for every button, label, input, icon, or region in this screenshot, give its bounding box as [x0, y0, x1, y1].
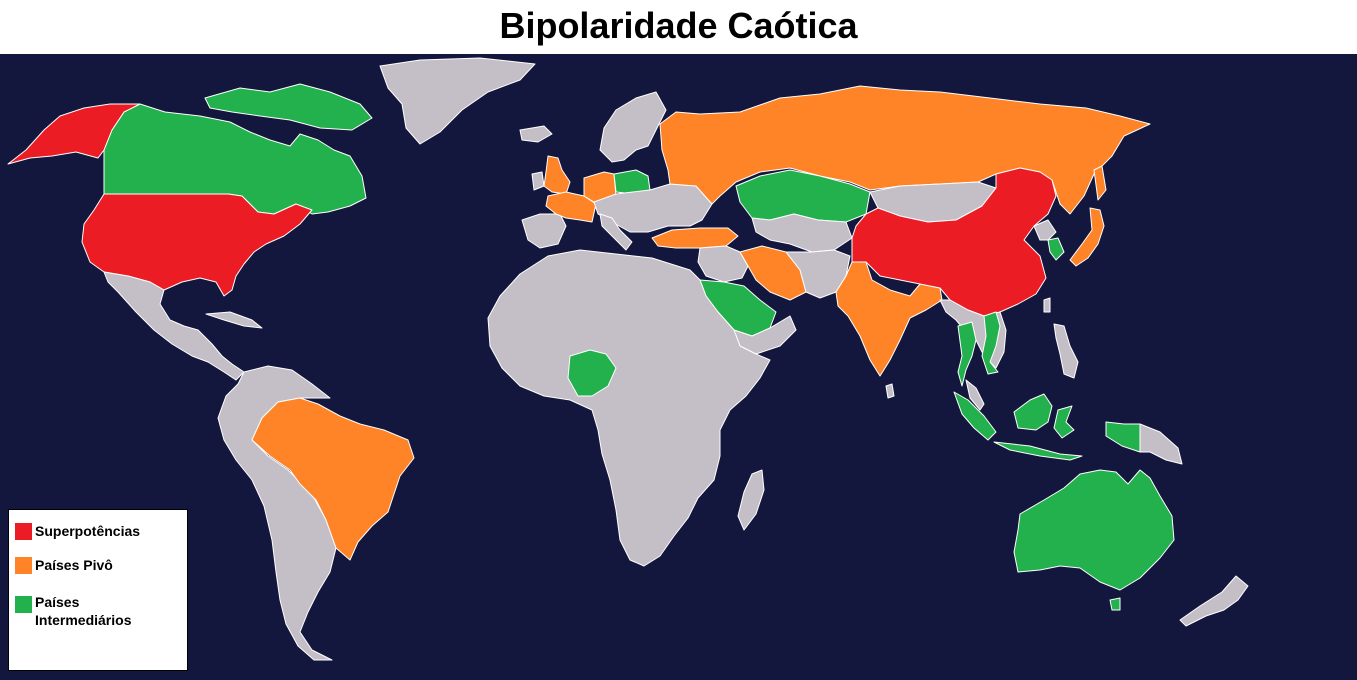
legend-label: Países Pivô: [35, 557, 113, 573]
philippines[interactable]: [1053, 323, 1079, 379]
country-nigeria[interactable]: [567, 349, 617, 397]
madagascar[interactable]: [737, 469, 765, 531]
legend-swatch-orange: [15, 557, 32, 574]
ireland[interactable]: [531, 171, 545, 191]
central-asia[interactable]: [751, 213, 853, 253]
country-mexico[interactable]: [103, 271, 245, 381]
north-korea[interactable]: [1033, 219, 1057, 241]
cuba[interactable]: [205, 311, 263, 329]
country-indonesia-sumatra[interactable]: [953, 391, 997, 441]
country-brazil[interactable]: [251, 397, 415, 561]
sakhalin[interactable]: [1093, 165, 1107, 201]
africa[interactable]: [487, 249, 771, 567]
legend-swatch-green: [15, 596, 32, 613]
middle-east[interactable]: [697, 245, 749, 283]
country-indonesia-java[interactable]: [993, 441, 1083, 461]
country-indonesia-borneo[interactable]: [1013, 393, 1053, 431]
country-india[interactable]: [835, 261, 943, 377]
sri-lanka[interactable]: [885, 383, 895, 399]
legend-swatch-red: [15, 523, 32, 540]
tasmania[interactable]: [1109, 597, 1121, 611]
legend-label: Países Intermediários: [35, 594, 132, 628]
canada-islands[interactable]: [204, 83, 373, 131]
map-title: Bipolaridade Caótica: [499, 5, 858, 46]
country-alaska[interactable]: [7, 103, 141, 165]
iberia[interactable]: [521, 213, 567, 249]
country-south-korea[interactable]: [1047, 237, 1065, 261]
papua-new-guinea[interactable]: [1139, 423, 1183, 465]
map-legend: Superpotências Países Pivô Países Interm…: [8, 509, 188, 671]
taiwan[interactable]: [1043, 297, 1051, 313]
country-russia[interactable]: [659, 85, 1151, 215]
country-turkey[interactable]: [651, 227, 739, 249]
legend-item-superpotencias: Superpotências: [15, 522, 140, 540]
country-thailand[interactable]: [957, 321, 977, 387]
legend-item-paises-intermediarios: Países Intermediários: [15, 593, 155, 629]
malaysia[interactable]: [965, 379, 985, 411]
country-vietnam[interactable]: [981, 311, 1001, 375]
country-iran[interactable]: [739, 245, 807, 301]
legend-item-paises-pivo: Países Pivô: [15, 556, 113, 574]
new-zealand[interactable]: [1179, 575, 1249, 627]
greenland[interactable]: [379, 57, 536, 145]
country-japan[interactable]: [1069, 207, 1105, 267]
scandinavia[interactable]: [599, 91, 667, 163]
italy[interactable]: [599, 213, 633, 251]
iceland[interactable]: [519, 125, 553, 143]
country-france[interactable]: [545, 191, 597, 223]
country-china[interactable]: [851, 167, 1057, 317]
country-indonesia-sulawesi[interactable]: [1053, 405, 1075, 439]
country-australia[interactable]: [1013, 469, 1175, 591]
legend-label: Superpotências: [35, 523, 141, 539]
world-map: [0, 54, 1357, 680]
country-usa[interactable]: [81, 193, 313, 297]
